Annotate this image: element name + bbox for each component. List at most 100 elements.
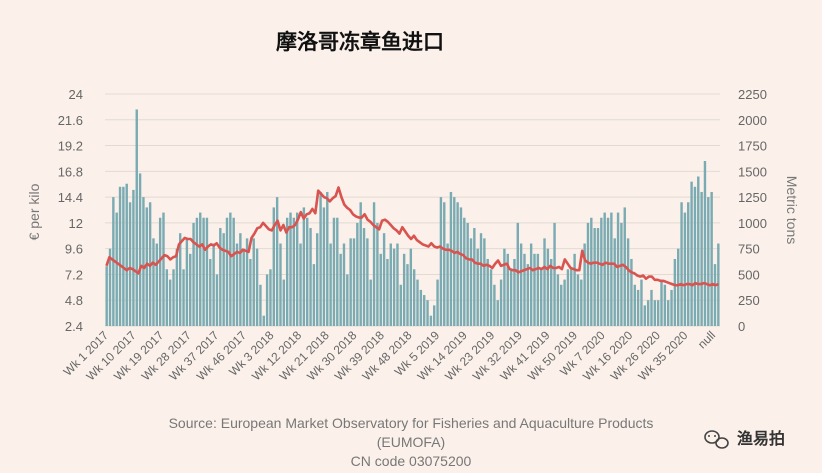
- bar: [222, 233, 225, 326]
- bar: [620, 222, 623, 326]
- source-line-3: CN code 03075200: [351, 453, 472, 469]
- bar: [182, 269, 185, 326]
- bar: [412, 269, 416, 326]
- bar: [396, 243, 399, 326]
- bar: [580, 279, 583, 326]
- bar: [302, 207, 306, 326]
- bar: [118, 186, 122, 326]
- bar: [379, 253, 382, 326]
- bar: [135, 109, 138, 326]
- bar: [255, 248, 259, 326]
- y-left-tick-label: 2.4: [65, 319, 83, 334]
- bar: [346, 274, 349, 326]
- bar: [473, 228, 476, 326]
- bar: [185, 238, 189, 326]
- y-left-tick-label: 4.8: [65, 293, 83, 308]
- bar: [416, 279, 419, 326]
- watermark: 渔易拍: [704, 429, 785, 449]
- bar: [573, 253, 576, 326]
- line-series: [105, 186, 720, 287]
- bar: [600, 217, 603, 326]
- bar: [168, 279, 172, 326]
- bar: [506, 253, 509, 326]
- source-line-1: Source: European Market Observatory for …: [169, 415, 654, 431]
- bar: [306, 217, 309, 326]
- bar: [446, 243, 449, 326]
- bar: [339, 253, 342, 326]
- bar: [503, 248, 506, 326]
- bar: [673, 258, 677, 326]
- bar-series: [105, 109, 720, 326]
- bar: [519, 243, 523, 326]
- chart-title: 摩洛哥冻章鱼进口: [276, 29, 444, 54]
- bar: [336, 217, 339, 326]
- bar: [175, 248, 179, 326]
- bar: [265, 274, 269, 326]
- bar: [707, 197, 710, 326]
- bar: [576, 274, 580, 326]
- bar: [586, 222, 590, 326]
- bar: [269, 269, 272, 326]
- bar: [666, 300, 670, 326]
- bar: [553, 222, 556, 326]
- bar: [155, 243, 159, 326]
- bar: [326, 191, 329, 326]
- bar: [556, 274, 560, 326]
- bar: [626, 238, 630, 326]
- bar: [195, 217, 199, 326]
- bar: [372, 202, 376, 326]
- bar: [550, 258, 553, 326]
- y-left-tick-label: 14.4: [58, 190, 83, 205]
- bar: [466, 222, 469, 326]
- bar: [145, 207, 148, 326]
- bar: [700, 191, 703, 326]
- bar: [239, 233, 242, 326]
- bar: [389, 243, 392, 326]
- bar: [687, 202, 690, 326]
- bar: [285, 217, 289, 326]
- bar: [486, 258, 489, 326]
- bar: [703, 161, 707, 326]
- bar: [456, 202, 459, 326]
- x-tick-label: null: [695, 328, 718, 351]
- bar: [560, 284, 563, 326]
- bar: [489, 269, 493, 326]
- bar: [563, 279, 566, 326]
- bar: [392, 248, 396, 326]
- bar: [319, 191, 322, 326]
- bar: [199, 212, 202, 326]
- bar: [316, 233, 319, 326]
- y-right-tick-label: 1500: [738, 164, 767, 179]
- bar: [533, 253, 536, 326]
- bar: [513, 258, 516, 326]
- bar: [439, 197, 443, 326]
- bar: [152, 238, 155, 326]
- bar: [463, 217, 466, 326]
- bar: [616, 212, 620, 326]
- bar: [115, 212, 118, 326]
- watermark-text: 渔易拍: [737, 429, 785, 448]
- bar: [172, 269, 175, 326]
- bar: [272, 207, 275, 326]
- bar: [499, 279, 503, 326]
- bar: [128, 202, 132, 326]
- bar: [295, 212, 299, 326]
- bar: [158, 217, 162, 326]
- bar: [142, 197, 145, 326]
- bar: [643, 305, 646, 326]
- bar: [312, 264, 316, 326]
- y-axis-right-title: Metric tons: [784, 176, 800, 244]
- bar: [526, 264, 530, 326]
- bar: [566, 269, 570, 326]
- bar: [225, 217, 229, 326]
- bar: [646, 300, 650, 326]
- bar: [399, 284, 403, 326]
- bar: [259, 284, 262, 326]
- y-left-tick-label: 9.6: [65, 242, 83, 257]
- bar: [677, 248, 680, 326]
- bar: [292, 217, 296, 326]
- bar: [663, 284, 667, 326]
- y-right-tick-label: 250: [738, 293, 760, 308]
- bar: [529, 243, 533, 326]
- bar: [232, 217, 235, 326]
